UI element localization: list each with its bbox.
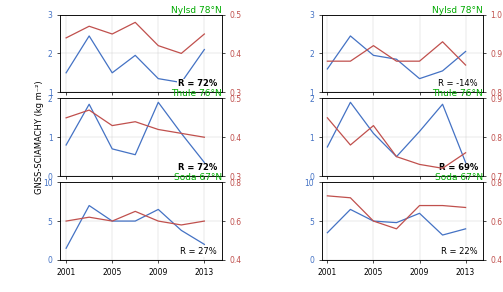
Text: Soda 67°N: Soda 67°N	[435, 173, 483, 182]
Text: R = 72%: R = 72%	[178, 163, 217, 172]
Text: R = 22%: R = 22%	[442, 247, 478, 256]
Text: Thule 76°N: Thule 76°N	[432, 89, 483, 98]
Text: Thule 76°N: Thule 76°N	[171, 89, 222, 98]
Text: R = -14%: R = -14%	[439, 79, 478, 88]
Text: Nylsd 78°N: Nylsd 78°N	[171, 6, 222, 15]
Text: Soda 67°N: Soda 67°N	[174, 173, 222, 182]
Text: R = 72%: R = 72%	[178, 79, 217, 88]
Y-axis label: GNSS-SCIAMACHY (kg m⁻²): GNSS-SCIAMACHY (kg m⁻²)	[35, 80, 44, 194]
Text: Nylsd 78°N: Nylsd 78°N	[432, 6, 483, 15]
Text: R = 69%: R = 69%	[439, 163, 478, 172]
Text: R = 27%: R = 27%	[180, 247, 217, 256]
